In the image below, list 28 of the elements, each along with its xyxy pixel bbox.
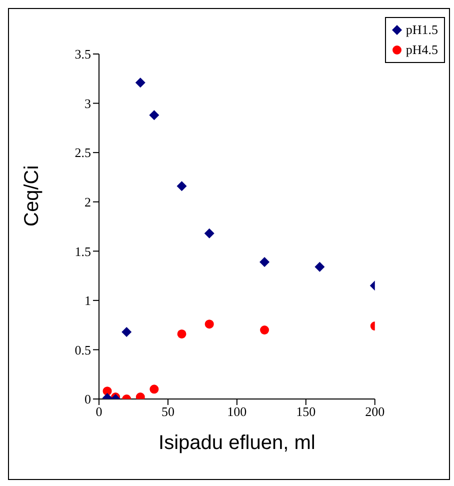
y-tick-label: 1.5 <box>74 244 91 259</box>
point <box>260 326 270 334</box>
y-tick-label: 1 <box>84 293 91 308</box>
y-tick-label: 0.5 <box>74 342 91 358</box>
point <box>177 329 186 338</box>
point <box>314 262 325 272</box>
y-tick-label: 2 <box>84 194 91 210</box>
point <box>150 384 159 394</box>
x-axis-title: Isipadu efluen, ml <box>158 432 316 454</box>
y-tick-label: 2.5 <box>74 145 91 160</box>
y-tick-label: 0 <box>84 392 91 407</box>
legend-label: pH4.5 <box>406 41 438 59</box>
x-tick-label: 50 <box>161 404 174 420</box>
point <box>204 228 214 238</box>
point <box>204 320 214 329</box>
x-tick-label: 200 <box>365 404 385 420</box>
point <box>149 110 160 120</box>
x-tick-label: 0 <box>96 404 102 420</box>
legend-label: pH1.5 <box>406 21 438 39</box>
y-tick-label: 3 <box>84 96 91 111</box>
point <box>260 256 270 267</box>
point <box>122 326 132 337</box>
y-tick-label: 3.5 <box>74 46 91 62</box>
point <box>176 181 187 192</box>
point <box>135 78 146 88</box>
y-axis-title: Ceq/Ci <box>21 165 44 226</box>
x-tick-label: 100 <box>227 404 247 420</box>
x-tick-label: 150 <box>296 404 316 420</box>
